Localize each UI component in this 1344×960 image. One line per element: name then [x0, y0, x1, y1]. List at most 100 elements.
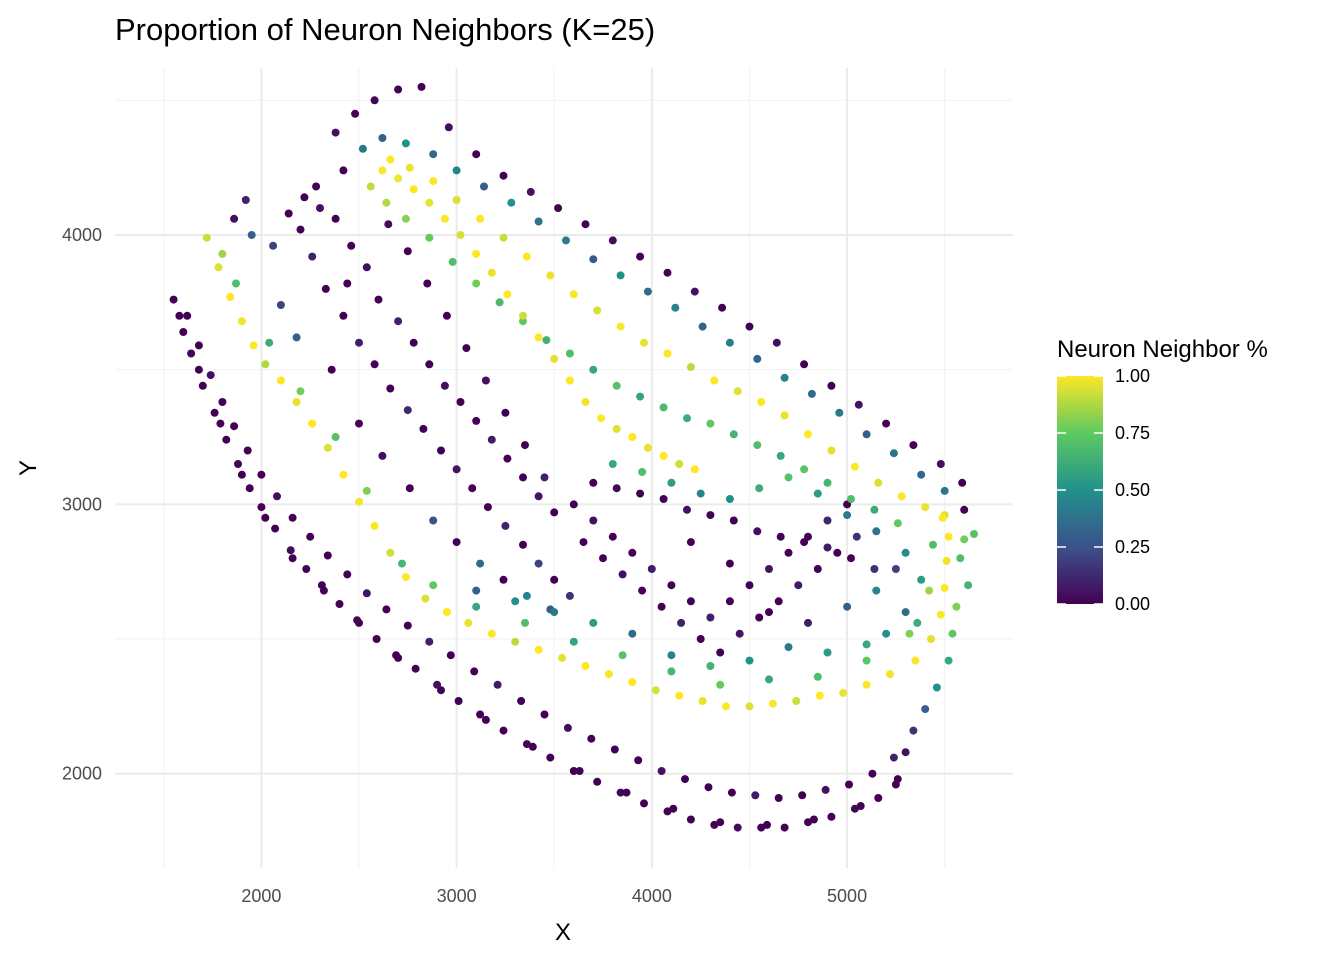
data-point	[917, 470, 926, 479]
data-point	[230, 422, 239, 431]
data-point	[776, 532, 785, 541]
legend: Neuron Neighbor % 0.00 0.25 0.50 0.75 1.00	[1057, 336, 1268, 614]
data-point	[370, 360, 379, 369]
data-point	[440, 214, 449, 223]
data-point	[507, 198, 516, 207]
data-point	[809, 815, 818, 824]
data-point	[729, 516, 738, 525]
data-point	[331, 433, 340, 441]
data-point	[546, 753, 555, 762]
data-point	[823, 478, 832, 487]
data-point	[686, 597, 695, 606]
data-point	[675, 460, 684, 468]
data-point	[599, 554, 607, 563]
data-point	[519, 540, 527, 549]
data-point	[288, 513, 297, 522]
data-point	[901, 548, 910, 557]
data-point	[589, 516, 598, 525]
data-point	[929, 540, 937, 549]
data-point	[667, 667, 676, 676]
data-point	[608, 460, 617, 468]
data-point	[843, 602, 852, 611]
data-point	[681, 775, 689, 784]
data-point	[936, 460, 945, 468]
data-point	[579, 538, 588, 547]
data-point	[401, 139, 410, 148]
data-point	[798, 791, 807, 800]
data-point	[862, 680, 871, 689]
data-point	[745, 656, 754, 665]
data-point	[616, 788, 625, 797]
data-point	[618, 651, 627, 660]
x-axis-ticks: 2000 3000 4000 5000	[241, 886, 867, 906]
data-point	[960, 535, 969, 544]
data-point	[905, 629, 914, 638]
data-point	[562, 236, 570, 245]
data-point	[839, 688, 848, 697]
data-point	[827, 381, 836, 390]
data-point	[780, 373, 789, 382]
data-point	[429, 177, 438, 186]
data-point	[569, 637, 578, 646]
data-point	[316, 204, 324, 213]
data-point	[952, 602, 961, 611]
data-point	[292, 398, 301, 406]
data-point	[921, 503, 930, 512]
data-point	[757, 398, 766, 406]
data-point	[550, 608, 559, 617]
data-point	[569, 767, 578, 775]
data-point	[827, 812, 836, 821]
data-point	[755, 613, 764, 622]
data-point	[456, 398, 465, 406]
data-point	[394, 85, 403, 94]
data-point	[558, 653, 566, 662]
data-point	[698, 697, 707, 705]
data-point	[616, 271, 625, 280]
data-point	[569, 500, 578, 509]
data-point	[640, 338, 648, 347]
data-point	[437, 446, 445, 455]
data-point	[194, 365, 203, 374]
data-point	[394, 653, 403, 662]
data-point	[394, 317, 403, 326]
data-point	[534, 333, 543, 342]
data-point	[546, 271, 555, 280]
data-point	[847, 495, 855, 503]
data-point	[519, 473, 527, 482]
data-point	[870, 565, 879, 573]
data-point	[774, 597, 783, 606]
data-point	[409, 185, 418, 194]
data-point	[421, 594, 430, 603]
data-point	[565, 349, 574, 358]
data-point	[534, 217, 543, 226]
data-point	[862, 640, 871, 649]
x-tick-label: 2000	[241, 886, 281, 906]
data-point	[722, 702, 730, 711]
data-point	[774, 794, 783, 802]
data-point	[862, 430, 871, 439]
data-point	[753, 527, 762, 536]
data-point	[386, 384, 395, 393]
data-point	[671, 303, 680, 312]
data-point	[882, 419, 891, 428]
data-point	[269, 241, 278, 250]
data-point	[589, 478, 598, 487]
data-point	[343, 279, 352, 288]
data-point	[499, 233, 508, 242]
y-tick-label: 2000	[62, 764, 102, 784]
data-point	[446, 651, 455, 660]
data-point	[429, 581, 438, 590]
legend-ticks: 0.00 0.25 0.50 0.75 1.00	[1057, 366, 1150, 614]
data-point	[522, 591, 531, 600]
data-point	[401, 573, 410, 582]
data-point	[813, 672, 822, 681]
data-point	[753, 354, 762, 363]
data-point	[327, 365, 336, 374]
data-point	[667, 478, 676, 487]
data-point	[960, 505, 969, 514]
data-point	[378, 134, 387, 142]
data-point	[784, 643, 793, 652]
data-point	[634, 756, 643, 765]
data-point	[372, 635, 381, 643]
data-point	[780, 823, 789, 832]
